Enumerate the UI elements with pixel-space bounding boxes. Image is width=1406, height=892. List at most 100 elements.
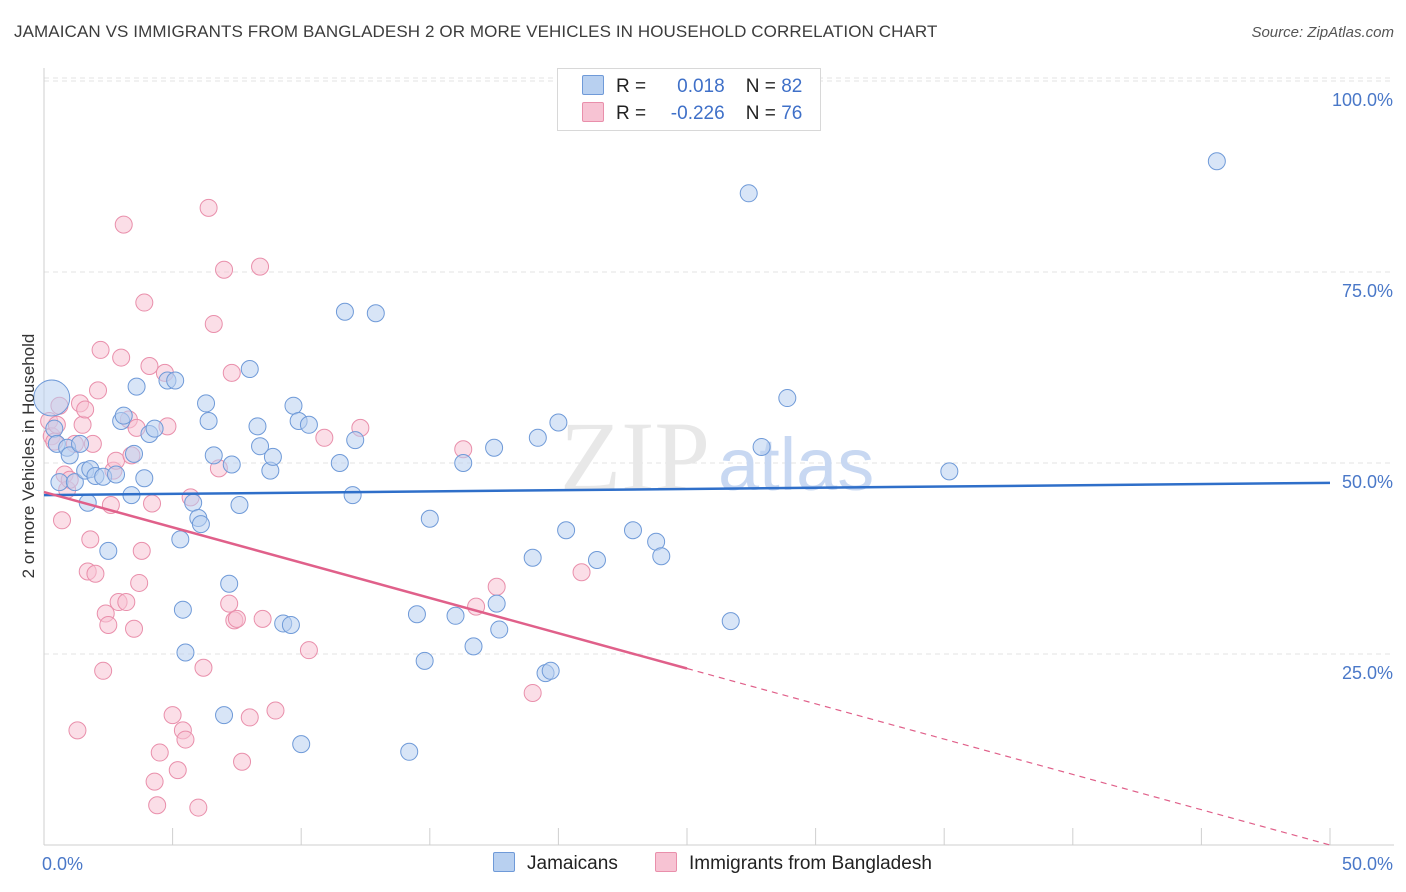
point-bangladesh — [266, 701, 285, 720]
point-jamaicans — [107, 465, 126, 484]
point-jamaicans — [114, 406, 133, 425]
point-jamaicans — [400, 742, 419, 761]
axes — [43, 68, 1394, 846]
point-jamaicans — [407, 605, 426, 624]
x-tick-label-min: 0.0% — [42, 854, 83, 874]
point-jamaicans — [330, 454, 349, 472]
point-bangladesh — [233, 752, 252, 771]
point-jamaicans — [263, 447, 282, 466]
point-jamaicans — [454, 454, 473, 472]
point-jamaicans — [652, 547, 671, 566]
point-jamaicans — [292, 735, 311, 754]
point-bangladesh — [89, 381, 108, 400]
point-bangladesh — [125, 619, 144, 638]
point-bangladesh — [143, 494, 162, 513]
point-bangladesh — [222, 363, 241, 382]
point-jamaicans — [248, 417, 267, 436]
legend-swatch-blue — [582, 75, 604, 95]
point-jamaicans — [125, 444, 144, 463]
point-bangladesh — [315, 428, 334, 447]
point-jamaicans — [778, 389, 797, 408]
legend-swatch-pink — [582, 102, 604, 122]
point-jamaicans — [230, 496, 249, 515]
point-jamaicans — [65, 473, 84, 492]
trend-line-bangladesh-extrapolated — [686, 667, 1331, 846]
legend-r-label: R = — [616, 103, 647, 124]
legend-n-label: N = — [745, 76, 776, 97]
point-bangladesh — [91, 340, 110, 359]
y-axis-label: 2 or more Vehicles in Household — [19, 334, 38, 579]
bottom-legend-label-bangladesh: Immigrants from Bangladesh — [689, 853, 932, 874]
point-jamaicans — [33, 379, 71, 417]
point-jamaicans — [199, 411, 218, 430]
point-jamaicans — [60, 446, 79, 465]
point-jamaicans — [191, 515, 210, 534]
point-jamaicans — [366, 304, 385, 323]
bottom-legend-label-jamaicans: Jamaicans — [527, 853, 618, 874]
point-jamaicans — [145, 419, 164, 438]
point-bangladesh — [189, 798, 208, 817]
point-bangladesh — [73, 415, 92, 434]
series-bangladesh-points — [40, 198, 591, 817]
bottom-legend-bangladesh: Immigrants from Bangladesh — [655, 852, 932, 878]
point-jamaicans — [281, 615, 300, 634]
point-bangladesh — [132, 541, 151, 560]
point-jamaicans — [752, 437, 771, 456]
point-bangladesh — [130, 573, 149, 592]
point-bangladesh — [168, 761, 187, 780]
point-bangladesh — [523, 683, 542, 702]
point-jamaicans — [415, 651, 434, 670]
bottom-legend-jamaicans: Jamaicans — [493, 852, 618, 878]
point-jamaicans — [135, 469, 154, 488]
bottom-legend-swatch-pink — [655, 852, 677, 872]
point-jamaicans — [587, 551, 606, 570]
point-jamaicans — [220, 574, 239, 593]
legend-r-value-bangladesh: -0.226 — [670, 103, 725, 124]
point-jamaicans — [176, 643, 195, 662]
point-bangladesh — [94, 661, 113, 680]
point-jamaicans — [541, 661, 560, 680]
legend-row-jamaicans: R = 0.018 N = 82 — [582, 75, 802, 99]
point-jamaicans — [1207, 152, 1226, 171]
point-bangladesh — [99, 615, 118, 634]
point-bangladesh — [86, 564, 105, 583]
point-bangladesh — [204, 314, 223, 333]
point-jamaicans — [222, 455, 241, 474]
legend-r-label: R = — [616, 76, 647, 97]
point-jamaicans — [166, 371, 185, 390]
point-bangladesh — [135, 293, 154, 312]
watermark-zip: ZIP — [560, 401, 710, 512]
trend-lines — [43, 481, 1331, 846]
point-jamaicans — [485, 438, 504, 457]
stats-legend: R = 0.018 N = 82 R = -0.226 N = 76 — [557, 68, 821, 131]
trend-line-jamaicans — [43, 481, 1331, 497]
point-bangladesh — [194, 658, 213, 677]
point-jamaicans — [127, 377, 146, 396]
legend-row-bangladesh: R = -0.226 N = 76 — [582, 102, 802, 126]
legend-n-value-bangladesh: 76 — [781, 103, 803, 124]
y-tick-label: 75.0% — [1342, 281, 1393, 301]
chart-title: JAMAICAN VS IMMIGRANTS FROM BANGLADESH 2… — [14, 22, 938, 41]
point-bangladesh — [572, 563, 591, 582]
y-tick-label: 25.0% — [1342, 663, 1393, 683]
source-attribution: Source: ZipAtlas.com — [1251, 24, 1394, 41]
point-jamaicans — [549, 413, 568, 432]
point-bangladesh — [240, 708, 259, 727]
point-bangladesh — [68, 721, 87, 740]
point-jamaicans — [50, 473, 69, 492]
point-jamaicans — [446, 606, 465, 625]
point-jamaicans — [215, 706, 234, 725]
legend-n-label: N = — [745, 103, 776, 124]
point-bangladesh — [114, 215, 133, 234]
point-bangladesh — [199, 198, 218, 217]
point-jamaicans — [739, 184, 758, 203]
point-bangladesh — [53, 511, 72, 530]
point-jamaicans — [335, 302, 354, 321]
point-jamaicans — [490, 620, 509, 639]
bottom-legend-swatch-blue — [493, 852, 515, 872]
point-jamaicans — [346, 431, 365, 450]
tick-labels: 25.0% 50.0% 75.0% 100.0% 0.0% 50.0% — [42, 90, 1393, 874]
point-jamaicans — [557, 521, 576, 540]
point-jamaicans — [184, 493, 203, 512]
